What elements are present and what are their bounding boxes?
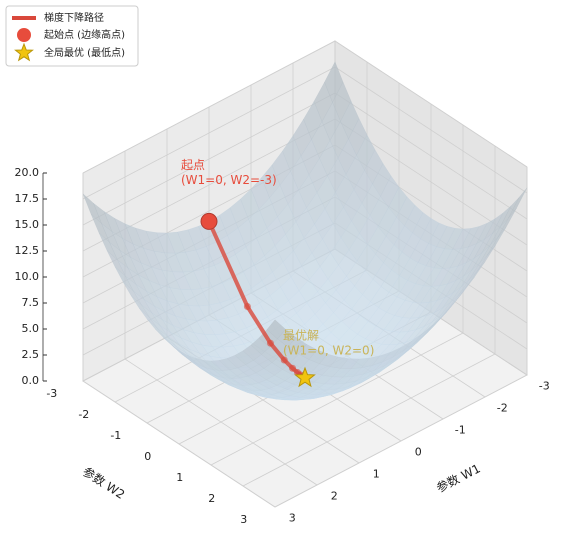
x-axis-label: 参数 W1 (434, 460, 483, 495)
legend-box (5, 5, 139, 67)
x-tick-label: 1 (373, 467, 380, 480)
grid-line (210, 332, 464, 466)
x-tick-label: 2 (331, 489, 338, 502)
grid-line (82, 40, 336, 174)
grid-line (334, 66, 528, 194)
start-annotation: 起点 (181, 158, 205, 172)
grid-line (274, 374, 528, 508)
z-tick-label: 20.0 (15, 166, 40, 179)
legend-label: 起始点 (边缘高点) (44, 28, 125, 41)
grid-line (334, 40, 528, 168)
path-point (289, 364, 297, 372)
optimum-annotation: 最优解 (283, 329, 319, 343)
z-tick-label: 10.0 (15, 270, 40, 283)
optimum-annotation: (W1=0, W2=0) (283, 344, 374, 358)
x-tick-label: -2 (497, 401, 508, 414)
grid-line (82, 66, 336, 200)
legend-marker (14, 42, 34, 62)
y-tick-label: 2 (208, 492, 215, 505)
grid-line (82, 92, 336, 226)
x-tick-label: 0 (415, 445, 422, 458)
y-tick-label: -2 (78, 408, 89, 421)
start-annotation: (W1=0, W2=-3) (181, 173, 277, 187)
z-tick-label: 0.0 (22, 374, 40, 387)
y-tick-label: 1 (176, 471, 183, 484)
z-tick-label: 12.5 (15, 244, 40, 257)
x-tick-label: -3 (539, 379, 550, 392)
legend-label: 梯度下降路径 (44, 11, 104, 24)
z-tick-label: 2.5 (22, 348, 40, 361)
z-tick-label: 5.0 (22, 322, 40, 335)
z-tick-label: 7.5 (22, 296, 40, 309)
legend-marker (17, 28, 31, 42)
y-tick-label: 0 (144, 450, 151, 463)
z-tick-label: 17.5 (15, 192, 40, 205)
path-point (243, 303, 251, 311)
y-tick-label: -3 (46, 387, 57, 400)
surface (82, 61, 528, 401)
grid-line (334, 92, 528, 220)
x-tick-label: 3 (289, 511, 296, 524)
x-tick-label: -1 (455, 423, 466, 436)
y-tick-label: 3 (240, 513, 247, 526)
surface-patch (266, 319, 286, 340)
y-axis-label: 参数 W2 (80, 464, 128, 502)
grid-line (242, 353, 496, 487)
path-point (266, 339, 274, 347)
y-tick-label: -1 (110, 429, 121, 442)
legend-label: 全局最优 (最低点) (44, 46, 125, 59)
z-tick-label: 15.0 (15, 218, 40, 231)
path-point (280, 356, 288, 364)
start-point (200, 212, 218, 230)
overlay: -3 -2 -1 0 1 2 3 -3 -2 -1 0 1 2 3 0.0 2.5 5.0 7.5 10.0 12.5… (15, 158, 550, 526)
optimum-point (294, 366, 316, 388)
